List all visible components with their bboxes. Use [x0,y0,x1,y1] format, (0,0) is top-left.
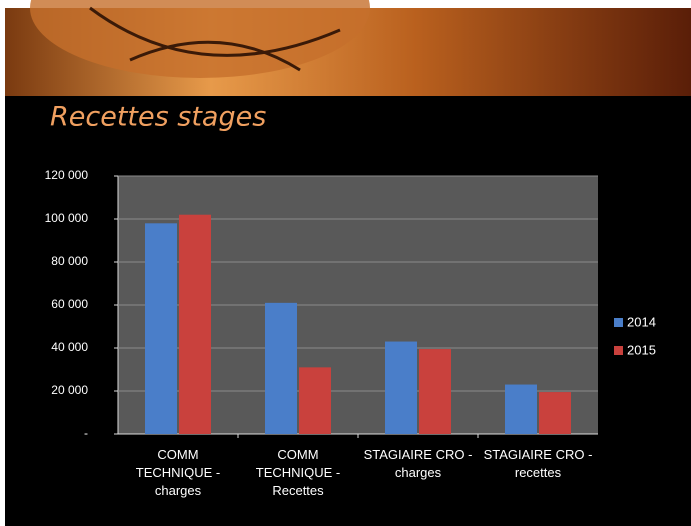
bar [505,384,537,434]
legend-swatch [614,346,623,355]
y-tick-label: 20 000 [51,383,88,397]
x-tick-label: STAGIAIRE CRO - charges [363,447,473,480]
y-tick-label: 40 000 [51,340,88,354]
chart-title: Recettes stages [50,102,266,133]
y-tick-label: - [84,426,88,440]
y-tick-label: 80 000 [51,254,88,268]
y-tick-label: 100 000 [45,211,89,225]
legend-swatch [614,318,623,327]
ball-seam [89,6,341,72]
legend-label: 2015 [627,342,656,357]
x-tick-label: COMM TECHNIQUE - charges [135,447,221,498]
ball [30,0,370,78]
bar [385,341,417,434]
y-tick-label: 60 000 [51,297,88,311]
x-tick-label: COMM TECHNIQUE - Recettes [255,447,341,498]
bar [539,392,571,434]
bar [145,223,177,434]
legend-label: 2014 [627,314,656,329]
bar [299,367,331,434]
bar [265,302,297,434]
bar [419,349,451,434]
y-tick-label: 120 000 [45,168,89,182]
x-tick-label: STAGIAIRE CRO - recettes [483,447,593,480]
bar [179,214,211,434]
